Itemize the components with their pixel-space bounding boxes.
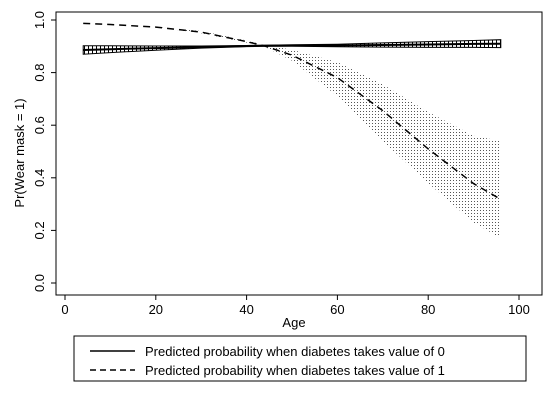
x-tick-label: 100: [508, 302, 530, 317]
confidence-band-diabetes-1: [83, 23, 501, 239]
y-tick-label: 0.0: [32, 274, 47, 292]
y-tick-label: 0.6: [32, 116, 47, 134]
line-diabetes-0: [83, 42, 501, 51]
y-tick-label: 1.0: [32, 11, 47, 29]
y-tick-label: 0.2: [32, 221, 47, 239]
x-tick-label: 60: [330, 302, 344, 317]
x-tick-label: 0: [61, 302, 68, 317]
y-axis-title: Pr(Wear mask = 1): [12, 98, 27, 207]
x-tick-label: 80: [421, 302, 435, 317]
x-axis-ticks: 0 20 40 60 80 100: [61, 295, 530, 317]
y-axis-ticks: 0.0 0.2 0.4 0.6 0.8 1.0: [32, 11, 56, 292]
line-diabetes-1: [83, 22, 502, 201]
legend-box: [73, 335, 527, 382]
legend-label-diabetes-1: Predicted probability when diabetes take…: [145, 363, 445, 378]
y-tick-label: 0.8: [32, 64, 47, 82]
legend-label-diabetes-0: Predicted probability when diabetes take…: [145, 344, 445, 359]
series-lines: [83, 22, 502, 201]
x-tick-label: 20: [149, 302, 163, 317]
y-tick-label: 0.4: [32, 169, 47, 187]
x-tick-label: 40: [239, 302, 253, 317]
x-axis-title: Age: [282, 315, 305, 330]
